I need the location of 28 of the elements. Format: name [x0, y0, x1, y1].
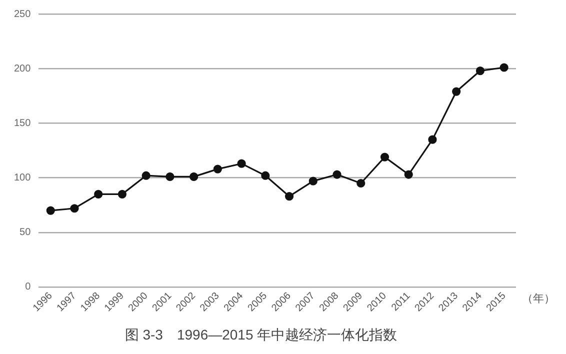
point [308, 176, 318, 186]
y-tick-label: 50 [20, 227, 32, 238]
point [190, 172, 198, 181]
point [94, 190, 103, 198]
point [428, 135, 437, 144]
point [452, 87, 461, 96]
x-axis-title: （年） [522, 293, 555, 306]
y-tick-label: 250 [14, 8, 32, 20]
point [261, 171, 270, 180]
point [213, 164, 222, 174]
y-tick-label: 0 [25, 282, 32, 293]
point [166, 172, 174, 181]
point [284, 192, 294, 201]
y-tick-label: 200 [14, 63, 32, 74]
point [237, 159, 246, 168]
point [46, 206, 55, 215]
point [404, 170, 413, 179]
point [476, 66, 484, 76]
y-tick-label: 150 [14, 118, 32, 129]
point [332, 170, 342, 179]
point [142, 171, 150, 180]
point [118, 190, 127, 198]
y-tick-label: 100 [14, 172, 32, 184]
point [70, 204, 79, 213]
point [500, 63, 508, 72]
point [380, 152, 390, 162]
point [356, 178, 366, 188]
text: 图 3-3 1996—2015 年中越经济一体化指数 [124, 326, 398, 342]
